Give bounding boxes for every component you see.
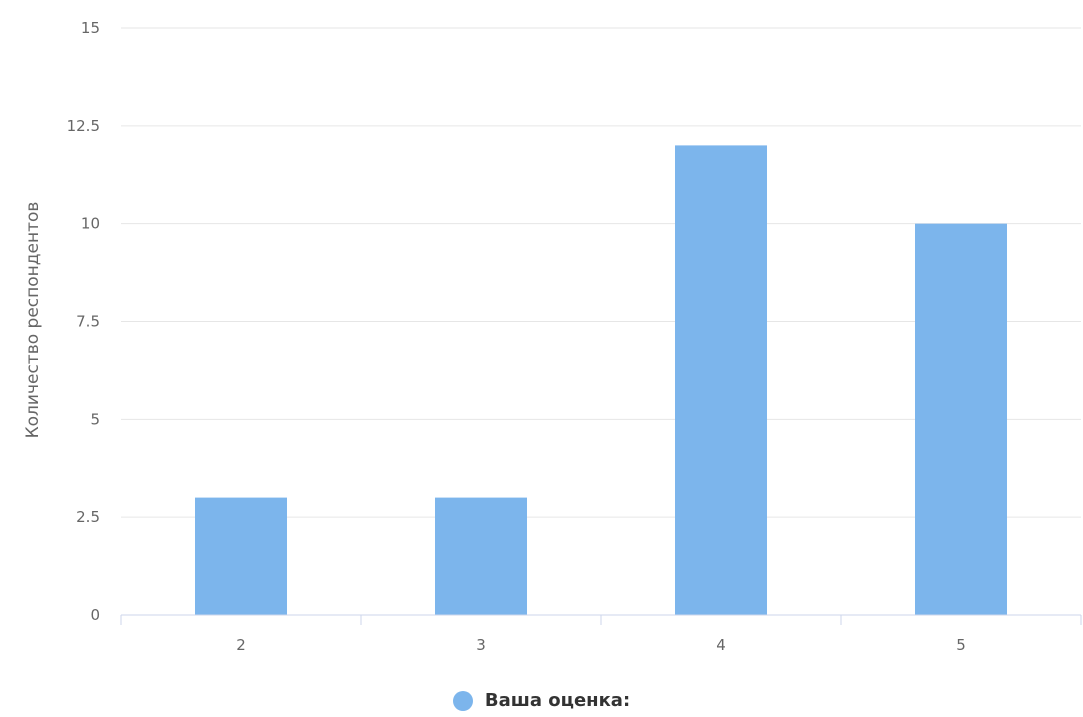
y-tick-label: 7.5 [76,313,100,331]
y-tick-label: 5 [90,410,100,428]
bar-5[interactable] [915,223,1007,615]
bar-4[interactable] [675,145,767,615]
y-tick-label: 15 [81,19,100,37]
legend-label: Ваша оценка: [484,690,631,711]
y-tick-label: 10 [81,215,100,233]
y-axis-ticks: 0 2.5 5 7.5 10 12.5 15 [67,19,100,624]
bar-2[interactable] [195,497,287,615]
x-axis [120,614,1082,625]
y-axis-title: Количество респондентов [23,202,43,439]
x-tick-label: 3 [476,636,486,654]
x-tick-label: 4 [716,636,726,654]
y-tick-label: 2.5 [76,508,100,526]
y-tick-label: 0 [90,606,100,624]
x-tick-label: 5 [956,636,966,654]
bar-3[interactable] [435,497,527,615]
bars [195,145,1007,615]
y-tick-label: 12.5 [67,117,100,135]
legend[interactable]: Ваша оценка: [0,690,1083,711]
x-axis-ticks: 2 3 4 5 [236,636,966,654]
legend-marker [452,690,473,711]
x-tick-label: 2 [236,636,246,654]
